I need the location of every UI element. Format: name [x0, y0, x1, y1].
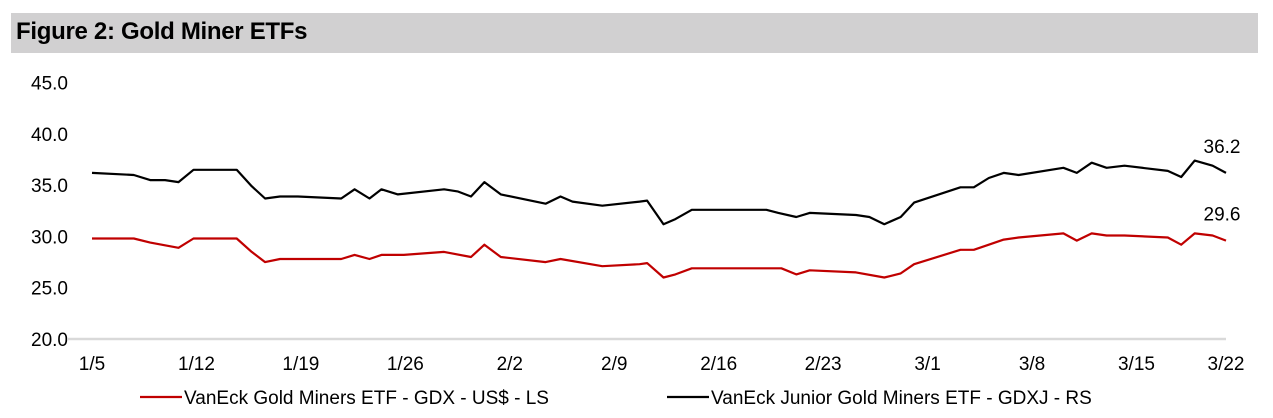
y-tick-label: 35.0 [31, 176, 68, 197]
x-tick-label: 3/22 [1208, 354, 1245, 375]
x-tick-label: 1/26 [387, 354, 424, 375]
series-line-gdxj [91, 159, 1227, 226]
legend: VanEck Gold Miners ETF - GDX - US$ - LS V… [140, 388, 1092, 409]
x-tick-label: 1/5 [79, 354, 105, 375]
x-tick-label: 2/16 [700, 354, 737, 375]
data-label: 29.6 [1204, 205, 1241, 226]
y-tick-label: 30.0 [31, 227, 68, 248]
x-axis: 1/5 1/12 1/19 1/26 2/2 2/9 2/16 2/23 3/1 3/8 3/15 3… [79, 354, 1245, 375]
title-bar [11, 13, 1258, 53]
x-tick-label: 2/23 [805, 354, 842, 375]
x-tick-label: 3/8 [1019, 354, 1045, 375]
x-tick-label: 3/1 [914, 354, 940, 375]
x-tick-label: 1/12 [178, 354, 215, 375]
chart-title: Figure 2: Gold Miner ETFs [16, 18, 308, 45]
y-tick-label: 45.0 [31, 74, 68, 95]
legend-label: VanEck Gold Miners ETF - GDX - US$ - LS [184, 388, 549, 409]
y-tick-label: 40.0 [31, 125, 68, 146]
series-lines [91, 159, 1227, 279]
x-tick-label: 1/19 [282, 354, 319, 375]
x-tick-label: 2/2 [497, 354, 523, 375]
legend-label: VanEck Junior Gold Miners ETF - GDXJ - R… [711, 388, 1092, 409]
end-labels: 29.6 36.2 [1204, 137, 1241, 226]
y-axis: 20.0 25.0 30.0 35.0 40.0 45.0 [31, 74, 68, 351]
data-label: 36.2 [1204, 137, 1241, 158]
y-tick-label: 20.0 [31, 330, 68, 351]
x-tick-label: 3/15 [1118, 354, 1155, 375]
y-tick-label: 25.0 [31, 279, 68, 300]
x-tick-label: 2/9 [601, 354, 627, 375]
series-line-gdx [92, 232, 1227, 279]
